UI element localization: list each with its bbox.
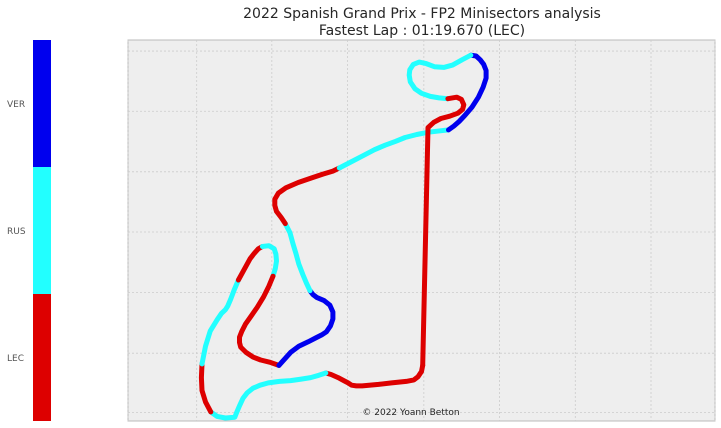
track-segment-lec — [198, 361, 214, 415]
colorbar-segment-lec — [33, 294, 51, 421]
legend-label-rus: RUS — [7, 227, 26, 237]
chart-title: 2022 Spanish Grand Prix - FP2 Minisector… — [243, 6, 601, 22]
plot-grid — [127, 40, 716, 421]
track-segment-lec — [323, 362, 426, 389]
track-segment-rus — [259, 243, 279, 279]
track-segment-rus — [199, 277, 241, 367]
track-segment-lec — [272, 165, 342, 227]
legend-label-ver: VER — [7, 100, 25, 110]
track-segment-lec — [237, 273, 282, 368]
track-segment-lec — [235, 244, 265, 283]
colorbar-segment-ver — [33, 40, 51, 167]
track-segment-rus — [208, 370, 329, 421]
track-segment-rus — [336, 127, 451, 171]
copyright-annotation: © 2022 Yoann Betton — [362, 408, 459, 418]
track-segment-lec — [420, 94, 467, 368]
legend-label-lec: LEC — [7, 354, 24, 364]
chart-subtitle: Fastest Lap : 01:19.670 (LEC) — [319, 23, 525, 39]
track-segment-rus — [282, 221, 313, 294]
track-segment-rus — [406, 52, 474, 102]
colorbar-segment-rus — [33, 167, 51, 294]
track-segment-ver — [446, 52, 489, 133]
track-segment-ver — [276, 288, 336, 368]
driver-colorbar: VER RUS LEC — [7, 40, 51, 421]
track-map — [198, 52, 489, 421]
